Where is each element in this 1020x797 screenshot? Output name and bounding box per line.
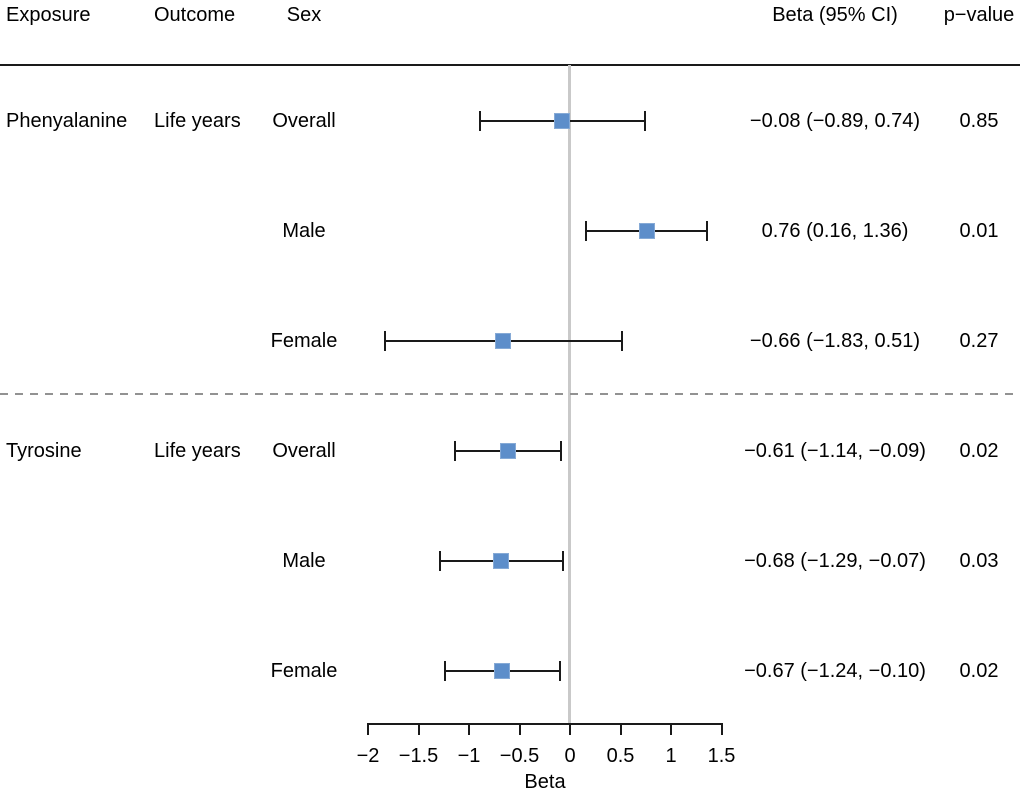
row-p-value: 0.27 [959,330,999,352]
zero-reference-line [568,65,571,725]
ci-cap-right [706,221,709,241]
column-header-outcome: Outcome [154,4,236,26]
column-header-exposure: Exposure [6,4,91,26]
x-axis-tick-label: −1 [457,745,481,767]
x-axis-tick [670,723,672,735]
column-header-p-value: p−value [943,4,1015,26]
ci-cap-left [585,221,588,241]
x-axis-tick-label: 0 [564,745,576,767]
forest-marker [493,553,510,569]
row-p-value: 0.02 [959,660,999,682]
forest-marker [553,113,570,129]
x-axis-tick [417,723,420,735]
row-outcome-label: Life years [154,110,241,132]
row-p-value: 0.85 [959,110,999,132]
forest-marker [494,663,511,679]
ci-cap-left [479,111,482,131]
row-outcome-label: Life years [154,440,241,462]
ci-cap-right [561,551,564,571]
ci-cap-left [453,441,456,461]
row-p-value: 0.02 [959,440,999,462]
forest-marker [638,223,655,239]
group-divider-line [0,393,1020,395]
x-axis-tick-label: 1.5 [707,745,736,767]
row-sex-label: Female [270,330,338,352]
x-axis-tick-label: −2 [356,745,380,767]
row-sex-label: Female [270,660,338,682]
ci-cap-left [443,661,446,681]
x-axis-tick-label: 1 [665,745,677,767]
header-rule [0,64,1020,66]
forest-marker [500,443,517,459]
ci-cap-right [620,331,623,351]
row-exposure-label: Tyrosine [6,440,82,462]
row-sex-label: Overall [272,110,336,132]
row-beta-ci-value: 0.76 (0.16, 1.36) [761,220,909,242]
column-header-sex: Sex [286,4,322,26]
row-sex-label: Male [282,220,326,242]
x-axis-tick [569,723,571,735]
ci-cap-left [438,551,441,571]
ci-cap-right [559,441,562,461]
ci-cap-right [558,661,561,681]
x-axis-tick [468,723,470,735]
x-axis-tick-label: 0.5 [606,745,635,767]
row-beta-ci-value: −0.08 (−0.89, 0.74) [749,110,921,132]
x-axis-tick-label: −1.5 [398,745,439,767]
row-sex-label: Overall [272,440,336,462]
row-sex-label: Male [282,550,326,572]
row-beta-ci-value: −0.67 (−1.24, −0.10) [744,660,926,682]
x-axis-tick-label: −0.5 [499,745,540,767]
x-axis-tick [518,723,521,735]
x-axis-tick [367,723,369,735]
ci-cap-left [384,331,387,351]
column-header-beta-ci: Beta (95% CI) [772,4,898,26]
row-beta-ci-value: −0.68 (−1.29, −0.07) [744,550,926,572]
x-axis-title: Beta [524,771,566,793]
row-exposure-label: Phenyalanine [6,110,128,132]
x-axis-line [368,723,722,725]
forest-marker [495,333,512,349]
row-beta-ci-value: −0.61 (−1.14, −0.09) [744,440,926,462]
x-axis-tick [619,723,622,735]
ci-cap-right [643,111,646,131]
row-p-value: 0.01 [959,220,999,242]
x-axis-tick [720,723,723,735]
row-p-value: 0.03 [959,550,999,572]
row-beta-ci-value: −0.66 (−1.83, 0.51) [749,330,921,352]
